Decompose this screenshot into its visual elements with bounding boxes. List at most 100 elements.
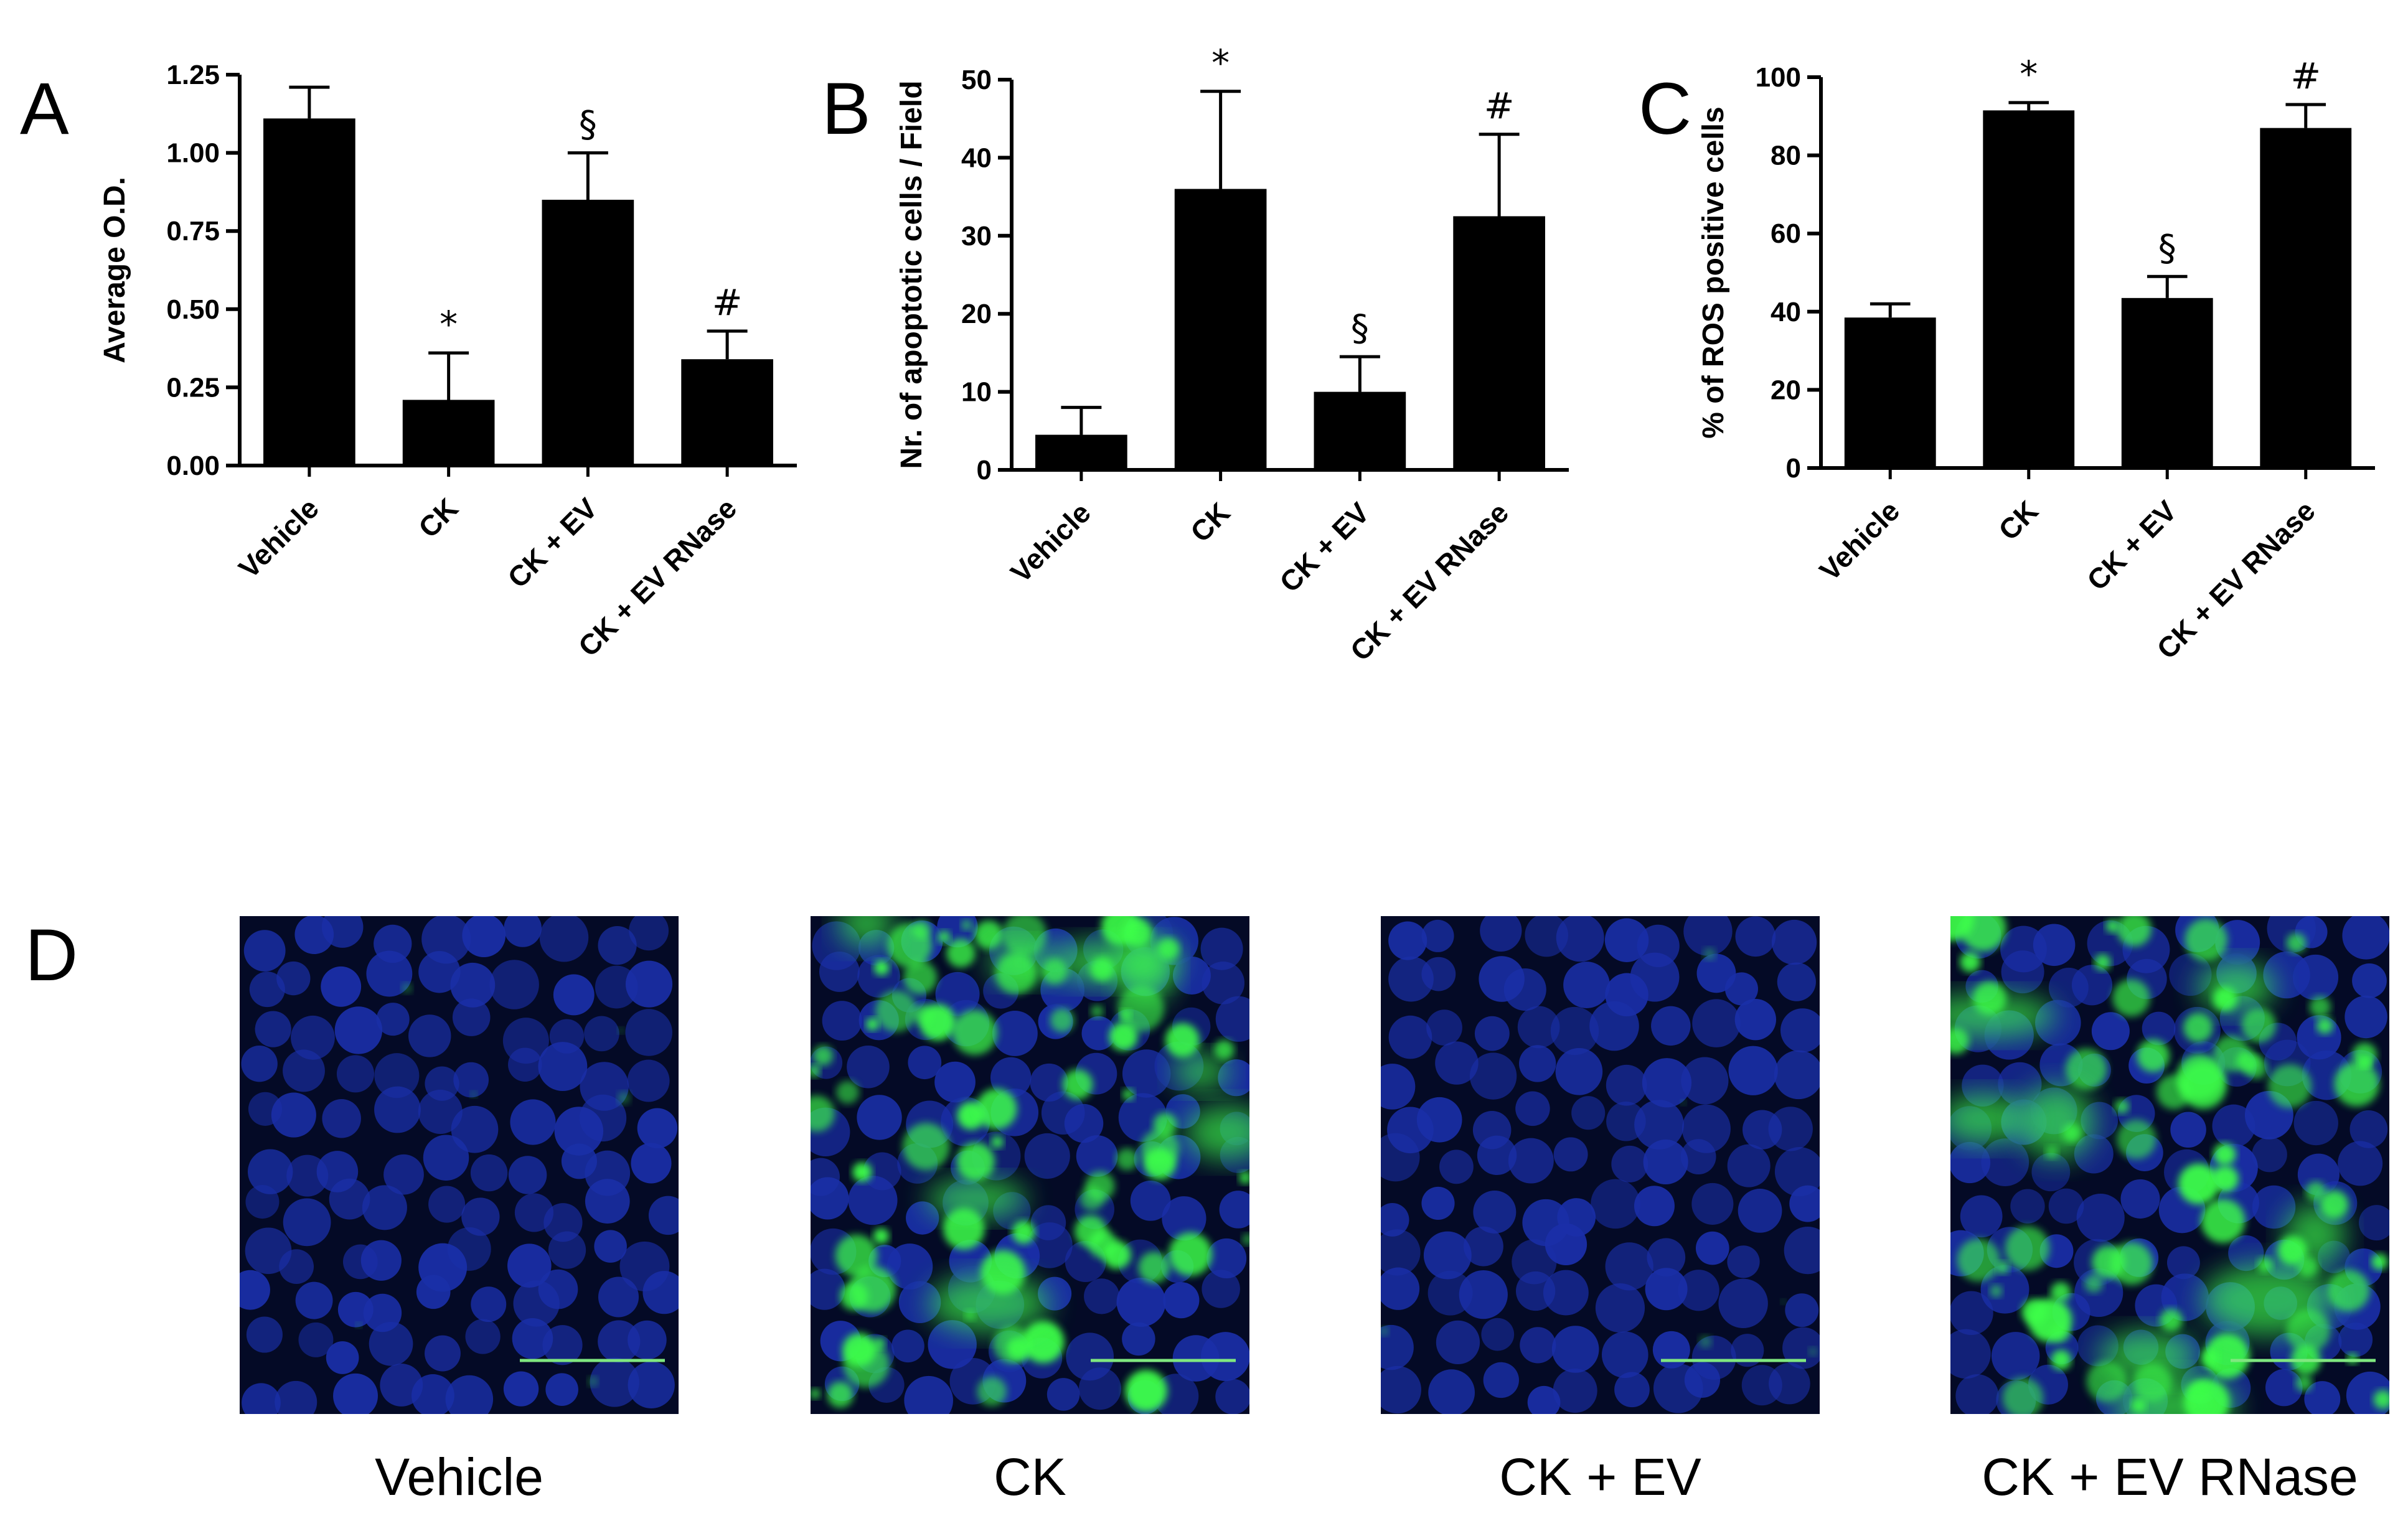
nucleus: [539, 916, 589, 962]
fluorescent-signal: [875, 990, 917, 1032]
nucleus: [2166, 1246, 2200, 1280]
y-axis-label: Average O.D.: [98, 177, 131, 363]
nucleus: [2292, 954, 2339, 1000]
nucleus: [1991, 1332, 2040, 1380]
fluorescent-signal: [2373, 1390, 2389, 1410]
fluorescent-cluster: [928, 1275, 1050, 1332]
nucleus: [1718, 1278, 1768, 1329]
nucleus: [461, 1197, 500, 1236]
nucleus: [1503, 968, 1546, 1011]
nucleus: [275, 1380, 317, 1414]
fluorescent-signal: [1699, 1335, 1712, 1348]
nucleus: [928, 1320, 977, 1369]
nucleus: [1980, 1265, 2029, 1314]
nucleus: [322, 1099, 361, 1138]
nucleus: [366, 950, 413, 997]
nucleus: [421, 916, 471, 964]
fluorescent-signal: [1091, 1004, 1104, 1018]
nucleus: [628, 1320, 667, 1360]
nucleus: [2252, 1185, 2296, 1229]
x-category-label: Vehicle: [1813, 494, 1906, 587]
fluorescent-signal: [2110, 1242, 2153, 1285]
nucleus: [847, 1045, 890, 1089]
nucleus: [1571, 1096, 1606, 1130]
nucleus: [1614, 1372, 1650, 1408]
nucleus: [447, 1227, 491, 1271]
nucleus: [283, 1049, 325, 1092]
nucleus: [1480, 916, 1522, 952]
micrograph-caption: Vehicle: [375, 1448, 543, 1506]
nucleus: [2358, 1205, 2389, 1241]
fluorescent-signal: [961, 919, 972, 930]
significance-marker: *: [1211, 42, 1230, 84]
nucleus: [538, 1042, 588, 1091]
nucleus: [2228, 1235, 2264, 1271]
nucleus: [1728, 1046, 1778, 1095]
fluorescent-signal: [2084, 1274, 2103, 1293]
nucleus: [992, 1011, 1038, 1056]
nucleus: [2170, 1112, 2206, 1148]
nucleus: [1381, 1324, 1414, 1370]
nucleus: [887, 1243, 933, 1290]
fluorescent-signal: [2211, 1165, 2239, 1192]
nucleus: [245, 1185, 280, 1219]
fluorescent-signal: [1165, 1023, 1200, 1057]
nucleus: [247, 1149, 293, 1194]
nucleus: [1388, 1015, 1432, 1059]
nucleus: [1483, 1362, 1519, 1398]
nucleus: [362, 1185, 407, 1230]
fluorescent-signal: [2183, 1013, 2213, 1042]
y-tick-label: 0.75: [166, 216, 220, 246]
nucleus: [1130, 1180, 1171, 1221]
panel-letter: C: [1639, 68, 1691, 150]
micrograph-caption: CK: [994, 1448, 1066, 1506]
fluorescent-signal: [2201, 1199, 2246, 1243]
nucleus: [625, 1009, 672, 1056]
y-tick-label: 10: [961, 377, 992, 408]
nucleus: [1680, 1139, 1716, 1175]
nucleus: [1684, 1362, 1721, 1398]
nucleus: [1950, 1291, 1993, 1336]
y-tick-label: 1.00: [166, 138, 220, 169]
nucleus: [1219, 1191, 1249, 1229]
nucleus: [1950, 1329, 1991, 1379]
fluorescent-signal: [990, 1136, 1004, 1148]
nucleus: [542, 1325, 583, 1365]
fluorescent-signal: [1050, 1008, 1075, 1032]
nucleus: [598, 926, 637, 965]
nucleus: [1774, 1147, 1820, 1197]
bar: [1844, 317, 1936, 468]
nucleus: [295, 1281, 333, 1319]
nucleus: [637, 1108, 678, 1149]
nucleus: [1738, 1189, 1782, 1233]
micrograph-field: [240, 916, 679, 1414]
nucleus: [465, 1319, 501, 1354]
nucleus: [2091, 1012, 2130, 1051]
nucleus: [503, 1371, 539, 1407]
fluorescent-signal: [1960, 952, 1981, 972]
nucleus: [512, 1318, 553, 1359]
fluorescent-signal: [2178, 1163, 2219, 1204]
nucleus: [383, 1154, 424, 1195]
nucleus: [1683, 916, 1733, 956]
y-tick-label: 40: [961, 143, 992, 173]
fluorescent-signal: [849, 1266, 896, 1313]
nucleus: [1553, 1137, 1588, 1172]
nucleus: [1784, 1226, 1820, 1275]
fluorescent-signal: [903, 960, 938, 995]
nucleus: [1076, 1135, 1118, 1177]
significance-marker: §: [2158, 227, 2176, 269]
nucleus: [1046, 1378, 1080, 1411]
bar: [1314, 391, 1406, 470]
nucleus: [1381, 1133, 1420, 1182]
fluorescent-signal: [2117, 916, 2152, 947]
nucleus: [241, 1046, 278, 1082]
fluorescent-signal: [588, 1376, 598, 1387]
fluorescent-signal: [1950, 916, 1974, 941]
fluorescent-signal: [835, 1234, 878, 1277]
nucleus: [510, 1099, 556, 1145]
nucleus: [1785, 1293, 1819, 1327]
nucleus: [2349, 1110, 2388, 1148]
fluorescent-signal: [852, 1162, 872, 1182]
nucleus: [822, 1001, 862, 1041]
